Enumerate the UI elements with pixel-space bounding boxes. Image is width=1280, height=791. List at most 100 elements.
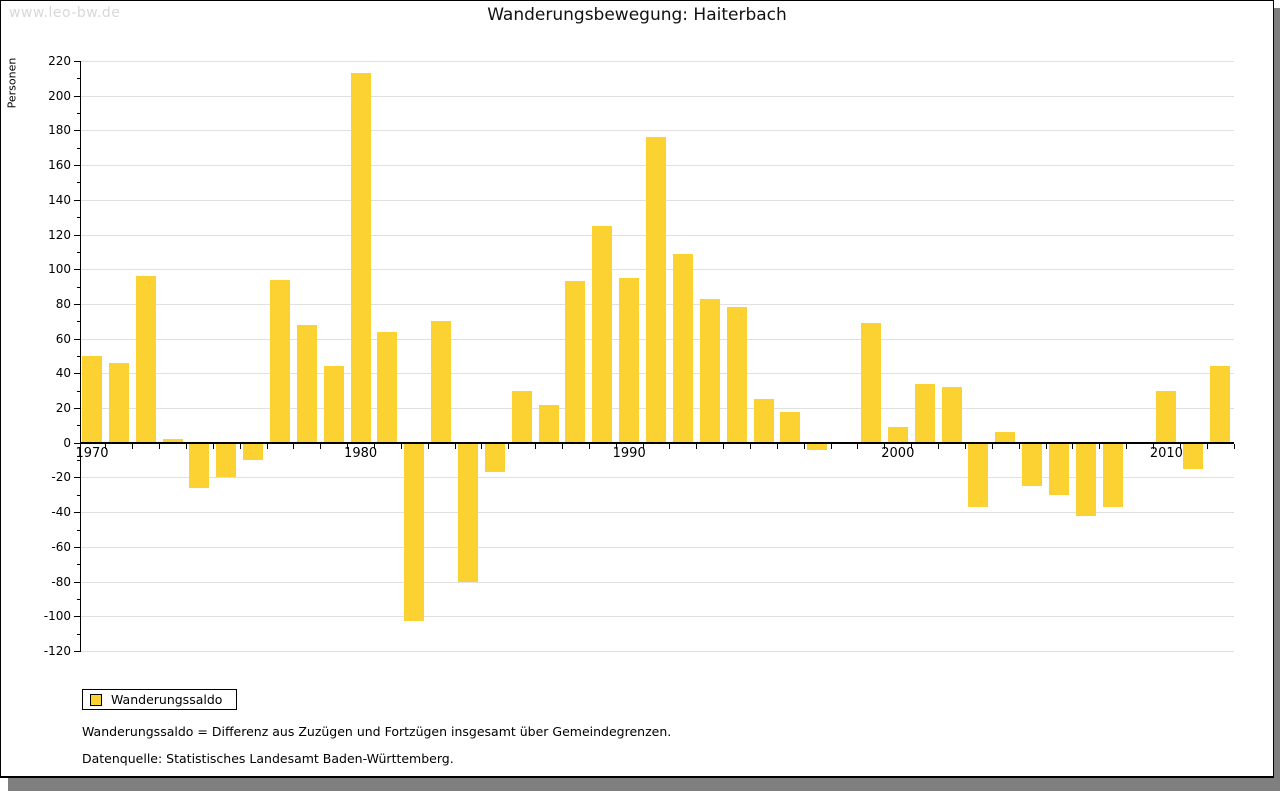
bar <box>108 362 129 443</box>
y-tick-label: 80 <box>55 296 71 311</box>
chart-title: Wanderungsbewegung: Haiterbach <box>487 5 787 25</box>
y-tick-label: 160 <box>48 158 71 173</box>
x-tick-label: 1980 <box>344 445 378 461</box>
y-minor-tick <box>77 633 81 635</box>
y-minor-tick <box>77 598 81 600</box>
x-tick-label: 2010 <box>1149 445 1183 461</box>
y-tick-label: -80 <box>51 574 71 589</box>
bar <box>296 324 317 443</box>
chart-page: www.leo-bw.de Wanderungsbewegung: Haiter… <box>0 0 1274 778</box>
y-tick-label: 200 <box>48 88 71 103</box>
y-minor-tick <box>77 251 81 253</box>
y-tick-label: 0 <box>63 435 71 450</box>
x-tick-label: 1990 <box>612 445 646 461</box>
x-tick <box>938 443 940 449</box>
y-minor-tick <box>77 286 81 288</box>
watermark: www.leo-bw.de <box>9 5 121 21</box>
y-major-tick <box>74 130 81 132</box>
y-tick-label: 100 <box>48 262 71 277</box>
y-major-tick <box>74 338 81 340</box>
x-tick <box>508 443 510 449</box>
x-tick <box>239 443 241 449</box>
x-tick <box>1206 443 1208 449</box>
x-tick <box>642 443 644 449</box>
y-minor-tick <box>77 182 81 184</box>
x-tick <box>830 443 832 449</box>
y-minor-tick <box>77 147 81 149</box>
bar <box>431 321 452 443</box>
bar <box>458 442 479 582</box>
y-tick-label: 120 <box>48 227 71 242</box>
legend-swatch-icon <box>90 693 102 706</box>
x-tick <box>400 443 402 449</box>
bar <box>995 432 1016 443</box>
gridline <box>81 581 1234 583</box>
x-tick <box>1126 443 1128 449</box>
bar <box>484 442 505 473</box>
y-minor-tick <box>77 217 81 219</box>
y-major-tick <box>74 373 81 375</box>
y-major-tick <box>74 408 81 410</box>
gridline <box>81 130 1234 132</box>
gridline <box>81 95 1234 97</box>
bar <box>511 390 532 443</box>
y-tick-label: -20 <box>51 470 71 485</box>
x-tick <box>884 443 886 449</box>
y-minor-tick <box>77 390 81 392</box>
x-tick <box>1072 443 1074 449</box>
y-major-tick <box>74 165 81 167</box>
x-tick <box>1099 443 1101 449</box>
x-tick <box>911 443 913 449</box>
y-tick-label: -100 <box>43 609 71 624</box>
y-major-tick <box>74 303 81 305</box>
y-major-tick <box>74 546 81 548</box>
y-minor-tick <box>77 356 81 357</box>
y-minor-tick <box>77 494 81 496</box>
x-tick <box>1045 443 1047 449</box>
x-tick <box>266 443 268 449</box>
gridline <box>81 616 1234 618</box>
bar <box>565 281 586 443</box>
bar <box>1102 442 1123 507</box>
x-tick <box>481 443 483 449</box>
bar <box>619 277 640 443</box>
bar <box>941 387 962 443</box>
bar <box>1048 442 1069 495</box>
bar <box>189 442 210 488</box>
page-shadow-bottom <box>8 778 1280 791</box>
y-minor-tick <box>77 460 81 462</box>
x-tick <box>1152 443 1154 449</box>
bar <box>1075 442 1096 516</box>
bar <box>323 366 344 443</box>
x-tick <box>454 443 456 449</box>
y-tick-label: -40 <box>51 505 71 520</box>
legend: Wanderungssaldo <box>82 689 238 710</box>
y-major-tick <box>74 269 81 271</box>
x-tick <box>374 443 375 449</box>
x-tick <box>427 443 429 449</box>
y-tick-label: 140 <box>48 192 71 207</box>
bar <box>1183 442 1204 469</box>
y-minor-tick <box>77 113 81 115</box>
bar <box>592 225 613 443</box>
gridline <box>81 512 1234 514</box>
x-tick <box>159 443 161 449</box>
x-tick <box>535 443 537 449</box>
x-tick <box>320 443 322 449</box>
x-tick <box>803 443 805 449</box>
y-minor-tick <box>77 564 81 566</box>
bar <box>1156 390 1177 443</box>
page-shadow-right <box>1274 8 1280 791</box>
x-tick <box>212 443 214 449</box>
x-tick <box>132 443 134 449</box>
y-tick-label: 40 <box>55 366 71 381</box>
y-axis-title: Personen <box>5 57 19 109</box>
y-major-tick <box>74 199 81 201</box>
bar <box>270 279 291 443</box>
x-tick <box>857 443 859 449</box>
y-major-tick <box>74 442 81 444</box>
y-tick-label: -120 <box>43 644 71 658</box>
legend-label: Wanderungssaldo <box>111 692 223 707</box>
bar <box>82 356 102 443</box>
y-major-tick <box>74 234 81 236</box>
